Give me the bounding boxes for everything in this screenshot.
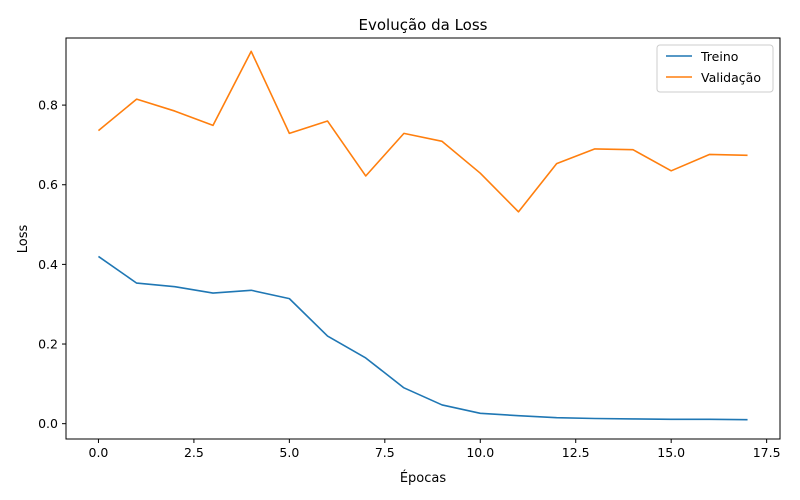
legend-label-treino: Treino xyxy=(700,49,738,64)
x-tick-label: 7.5 xyxy=(375,445,395,460)
y-tick-label: 0.2 xyxy=(38,337,58,352)
y-tick-label: 0.0 xyxy=(38,416,58,431)
y-axis-label: Loss xyxy=(16,225,31,254)
legend: Treino Validação xyxy=(656,44,774,93)
x-tick-label: 15.0 xyxy=(657,445,685,460)
x-axis-label: Épocas xyxy=(400,470,447,486)
series-lines xyxy=(97,50,748,421)
legend-label-validacao: Validação xyxy=(701,70,761,85)
x-tick-label: 10.0 xyxy=(466,445,494,460)
x-tick-label: 12.5 xyxy=(562,445,590,460)
axes-frame xyxy=(65,37,781,440)
series-line-validacao xyxy=(97,50,748,213)
series-line-treino xyxy=(97,255,748,421)
chart-title: Evolução da Loss xyxy=(359,16,488,34)
y-tick-label: 0.8 xyxy=(38,98,58,113)
y-tick-label: 0.6 xyxy=(38,177,58,192)
x-tick-label: 17.5 xyxy=(753,445,781,460)
x-tick-label: 5.0 xyxy=(279,445,299,460)
x-tick-label: 2.5 xyxy=(184,445,204,460)
ticks: 0.0 2.5 5.0 7.5 10.0 12.5 15.0 17.5 0.0 0.2 0.4 0.6… xyxy=(38,98,780,460)
x-tick-label: 0.0 xyxy=(89,445,109,460)
y-tick-label: 0.4 xyxy=(38,257,58,272)
